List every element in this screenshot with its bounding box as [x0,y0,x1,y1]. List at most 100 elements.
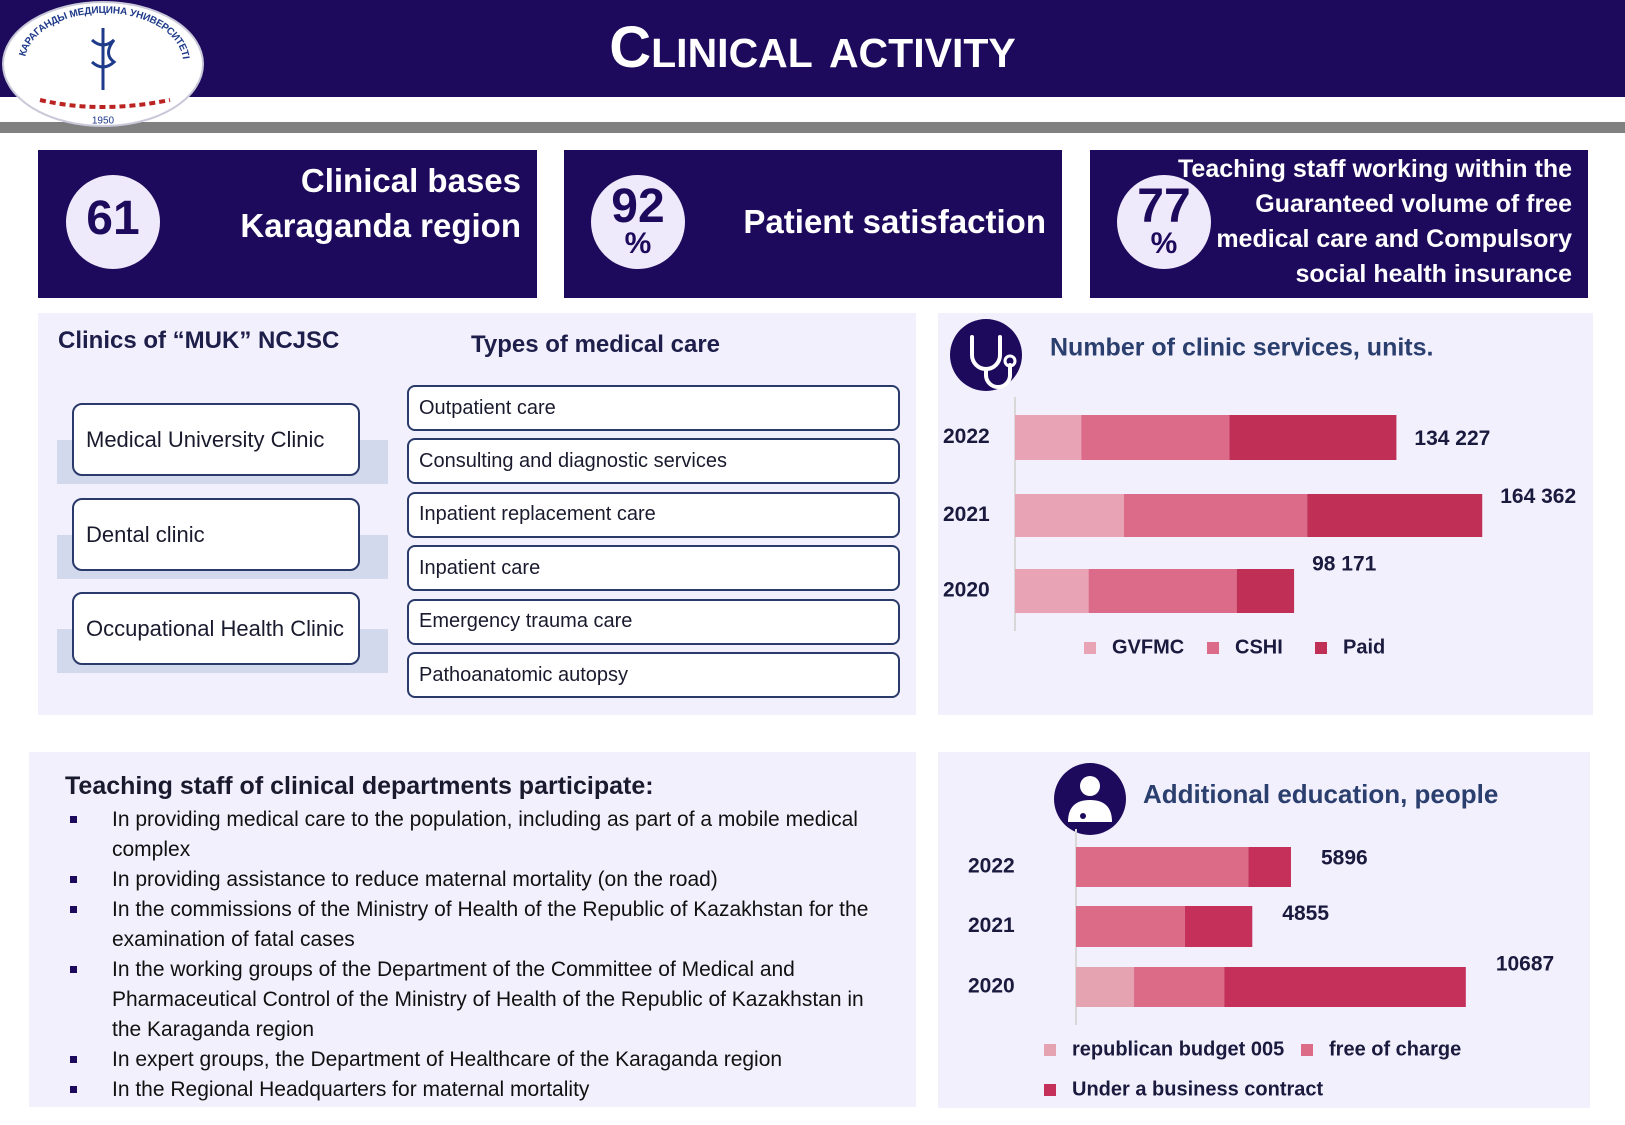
legend-label: CSHI [1235,636,1283,658]
y-tick-label: 2022 [968,855,1015,878]
bar-segment [1307,494,1483,537]
kpi-value: 92 [611,180,665,233]
clinics-title: Clinics of “MUK” NCJSC [58,327,340,354]
chart-title: Number of clinic services, units. [1050,334,1433,362]
kpi-label: Patient satisfaction [743,202,1046,242]
bullet [65,865,112,895]
clinic-box: Occupational Health Clinic [72,592,360,665]
legend-swatch [1044,1044,1056,1056]
kpi-card: 92% Patient satisfaction [564,150,1062,298]
bar-segment [1134,967,1225,1007]
bullet [65,955,112,1045]
chart-panel: Additional education, people 2022 5896 2021… [938,752,1590,1108]
kpi-line: Karaganda region [240,207,521,244]
care-box: Inpatient care [407,545,900,592]
legend-label: GVFMC [1112,636,1184,658]
total-label: 98 171 [1312,553,1377,576]
kpi-badge: 77% [1117,175,1211,269]
kpi-unit: % [1150,227,1178,260]
care-box: Outpatient care [407,385,900,431]
care-title: Types of medical care [471,331,720,358]
kpi-value: 61 [86,192,140,245]
clinic-box: Medical University Clinic [72,403,360,476]
bullet [65,1075,112,1105]
kpi-line: Guaranteed volume of free [1255,190,1572,218]
bullet [65,805,112,865]
y-tick-label: 2022 [943,425,990,448]
chart: Number of clinic services, units. 2022 134… [943,319,1576,658]
staff-list: In providing medical care to the populat… [65,805,880,1105]
bar-segment [1015,415,1082,460]
care-type: Pathoanatomic autopsy [419,663,629,686]
care-box: Inpatient replacement care [407,491,900,538]
kpi-label: Clinical bases Karaganda region [240,158,521,248]
bar-segment [1081,415,1230,460]
chart-panel: Number of clinic services, units. 2022 134… [938,313,1593,715]
bar-segment [1015,494,1124,537]
chart-title: Additional education, people [1143,779,1498,809]
item-text: In providing medical care to the populat… [112,808,858,861]
total-label: 164 362 [1500,485,1576,508]
legend-swatch [1315,642,1327,654]
bar-segment [1224,967,1466,1007]
bar-segment [1184,906,1253,947]
kpi-card: 77% Teaching staff working within the Gua… [1090,150,1588,298]
legend-label: Paid [1343,636,1385,658]
y-tick-label: 2020 [968,975,1015,998]
kpi-unit: % [624,227,652,260]
item-text: In the Regional Headquarters for materna… [112,1078,590,1101]
bar-segment [1088,569,1237,613]
item-text: In the commissions of the Ministry of He… [112,898,869,951]
clinic-name: Medical University Clinic [86,427,325,452]
bullet [65,895,112,955]
care-type: Outpatient care [419,396,556,419]
total-label: 4855 [1282,902,1329,925]
staff-title: Teaching staff of clinical departments p… [65,772,654,800]
item-text: In providing assistance to reduce matern… [112,868,718,891]
total-label: 5896 [1321,847,1368,870]
kpi-line: Patient satisfaction [743,203,1046,240]
bar-segment [1248,847,1291,887]
clinic-name: Occupational Health Clinic [86,616,345,641]
care-box: Emergency trauma care [407,598,900,645]
total-label: 10687 [1496,953,1554,976]
care-type: Inpatient care [419,556,541,579]
chart: Additional education, people 2022 5896 2021… [968,763,1554,1100]
bar-segment [1076,967,1135,1007]
list-item: In the Regional Headquarters for materna… [65,1075,880,1105]
care-type: Inpatient replacement care [419,503,656,526]
legend-swatch [1301,1044,1313,1056]
bar-segment [1015,569,1089,613]
logo-year: 1950 [92,116,115,127]
bullet [65,1045,112,1075]
list-item: In the working groups of the Department … [65,955,880,1045]
bar-segment [1076,906,1185,947]
bar-segment [1229,415,1397,460]
legend-label: Under a business contract [1072,1078,1324,1100]
legend-label: republican budget 005 [1072,1038,1284,1060]
bar-segment [1076,847,1249,887]
kpi-line: social health insurance [1295,260,1573,288]
y-tick-label: 2021 [943,503,990,526]
care-box: Pathoanatomic autopsy [407,652,900,698]
kpi-label: Teaching staff working within the Guarant… [1178,152,1572,292]
staff-panel [29,752,916,1107]
care-type: Consulting and diagnostic services [419,449,727,472]
kpi-line: Clinical bases [300,162,521,199]
kpi-value: 77 [1137,180,1191,233]
item-text: In expert groups, the Department of Heal… [112,1048,783,1071]
clinic-box: Dental clinic [72,498,360,571]
care-box: Consulting and diagnostic services [407,438,900,485]
item-text: In the working groups of the Department … [112,958,864,1041]
kpi-line: medical care and Compulsory [1216,225,1572,253]
kpi-badge: 92% [591,175,685,269]
list-item: In the commissions of the Ministry of He… [65,895,880,955]
legend-label: free of charge [1329,1038,1461,1060]
legend-swatch [1044,1084,1056,1096]
clinic-name: Dental clinic [86,522,205,547]
legend-swatch [1207,642,1219,654]
bar-segment [1236,569,1295,613]
y-tick-label: 2020 [943,579,990,602]
kpi-card: 61 Clinical bases Karaganda region [38,150,537,298]
